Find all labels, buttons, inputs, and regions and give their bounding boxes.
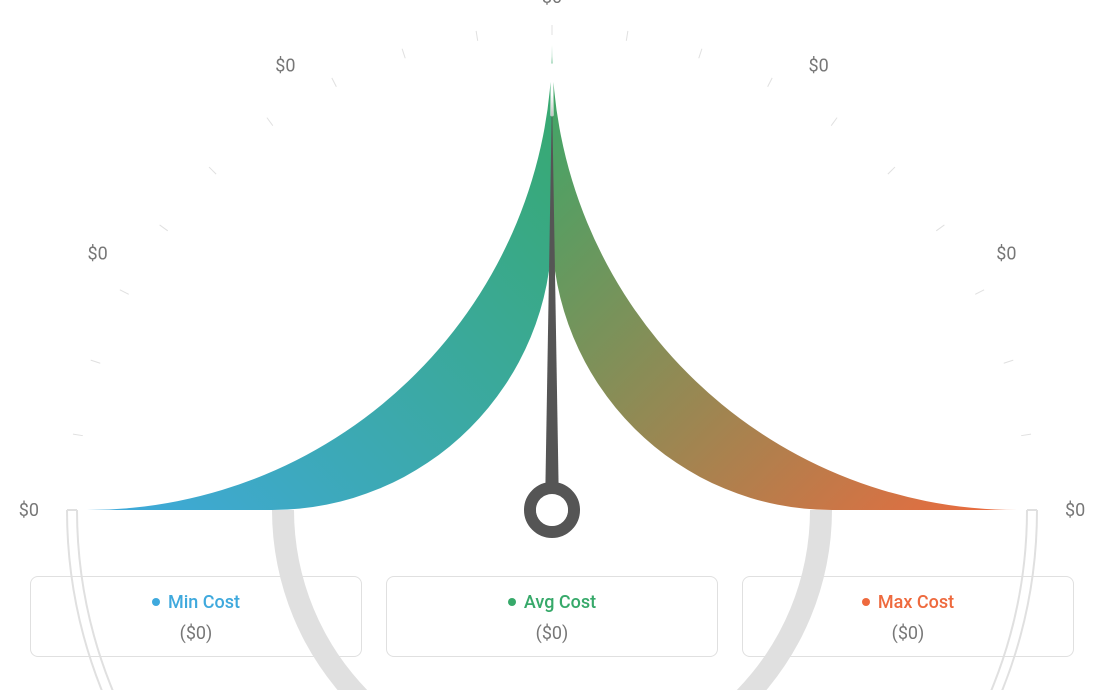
legend-label: Avg Cost bbox=[524, 592, 596, 613]
legend-dot-icon bbox=[862, 598, 870, 606]
gauge-tick bbox=[414, 87, 429, 135]
gauge-fill-left bbox=[87, 45, 552, 510]
gauge-tick-label: $0 bbox=[809, 56, 829, 77]
gauge-tick bbox=[831, 195, 866, 230]
gauge-tick-label: $0 bbox=[996, 244, 1016, 265]
legend-value: ($0) bbox=[31, 623, 361, 644]
gauge-tick bbox=[129, 372, 177, 387]
gauge-tick-label: $0 bbox=[87, 244, 107, 265]
gauge-tick bbox=[156, 308, 201, 331]
gauge-tick bbox=[784, 150, 813, 190]
legend-card-min-cost: Min Cost ($0) bbox=[30, 576, 362, 657]
legend-label: Max Cost bbox=[878, 592, 954, 613]
gauge-tick-label: $0 bbox=[1065, 500, 1085, 521]
legend-title: Max Cost bbox=[862, 592, 954, 613]
gauge-tick bbox=[482, 70, 490, 119]
legend-title: Avg Cost bbox=[508, 592, 596, 613]
gauge-tick bbox=[928, 372, 976, 387]
gauge-tick-label: $0 bbox=[275, 56, 295, 77]
gauge-tick bbox=[192, 248, 232, 277]
legend-card-max-cost: Max Cost ($0) bbox=[742, 576, 1074, 657]
legend-dot-icon bbox=[152, 598, 160, 606]
legend-value: ($0) bbox=[743, 623, 1073, 644]
gauge-tick bbox=[942, 440, 991, 448]
legend-title: Min Cost bbox=[152, 592, 240, 613]
gauge-tick bbox=[112, 440, 161, 448]
gauge-tick-label: $0 bbox=[542, 0, 562, 8]
gauge-tick bbox=[872, 248, 912, 277]
gauge-tick bbox=[674, 87, 689, 135]
gauge-tick bbox=[237, 195, 272, 230]
gauge-tick bbox=[290, 150, 319, 190]
gauge-tick-label: $0 bbox=[19, 500, 39, 521]
gauge-fill-right bbox=[552, 45, 1017, 510]
gauge-tick bbox=[350, 114, 373, 159]
legend-card-avg-cost: Avg Cost ($0) bbox=[386, 576, 718, 657]
legend-value: ($0) bbox=[387, 623, 717, 644]
legend-dot-icon bbox=[508, 598, 516, 606]
cost-gauge-chart: $0$0$0$0$0$0$0 Min Cost($0)Avg Cost($0)M… bbox=[0, 0, 1104, 690]
gauge-tick bbox=[614, 70, 622, 119]
legend-row: Min Cost ($0) Avg Cost ($0) Max Cost ($0) bbox=[0, 576, 1104, 657]
gauge-tick bbox=[731, 114, 754, 159]
legend-label: Min Cost bbox=[168, 592, 240, 613]
gauge-tick bbox=[904, 308, 949, 331]
